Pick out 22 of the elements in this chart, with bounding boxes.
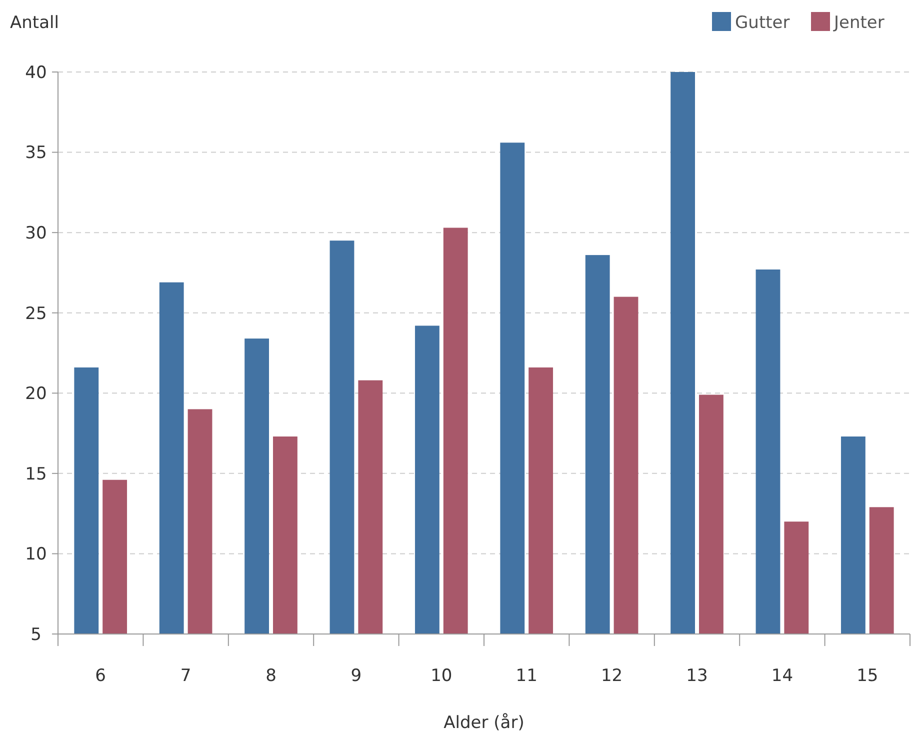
y-axis-title: Antall [10, 13, 59, 33]
x-axis-title: Alder (år) [444, 713, 524, 731]
x-tick-label: 11 [516, 666, 538, 686]
x-tick-label: 12 [600, 666, 623, 686]
y-tick-label: 35 [25, 143, 47, 164]
x-tick-label: 15 [856, 666, 878, 686]
legend-label: Jenter [833, 13, 884, 33]
x-tick-label: 8 [266, 666, 276, 686]
y-tick-label: 40 [25, 62, 47, 83]
x-tick-label: 10 [430, 666, 452, 686]
x-tick-label: 6 [95, 666, 106, 686]
y-tick-label: 25 [25, 304, 47, 324]
x-tick-label: 9 [350, 666, 362, 686]
y-tick-label: 30 [25, 224, 47, 244]
y-tick-label: 10 [25, 544, 47, 565]
legend-label: Gutter [735, 13, 790, 33]
x-tick-label: 7 [180, 666, 192, 686]
y-tick-label: 5 [30, 624, 42, 645]
y-tick-label: 20 [25, 384, 47, 404]
x-tick-label: 14 [771, 666, 794, 686]
y-tick-label: 15 [25, 464, 47, 484]
x-tick-label: 13 [686, 666, 708, 686]
